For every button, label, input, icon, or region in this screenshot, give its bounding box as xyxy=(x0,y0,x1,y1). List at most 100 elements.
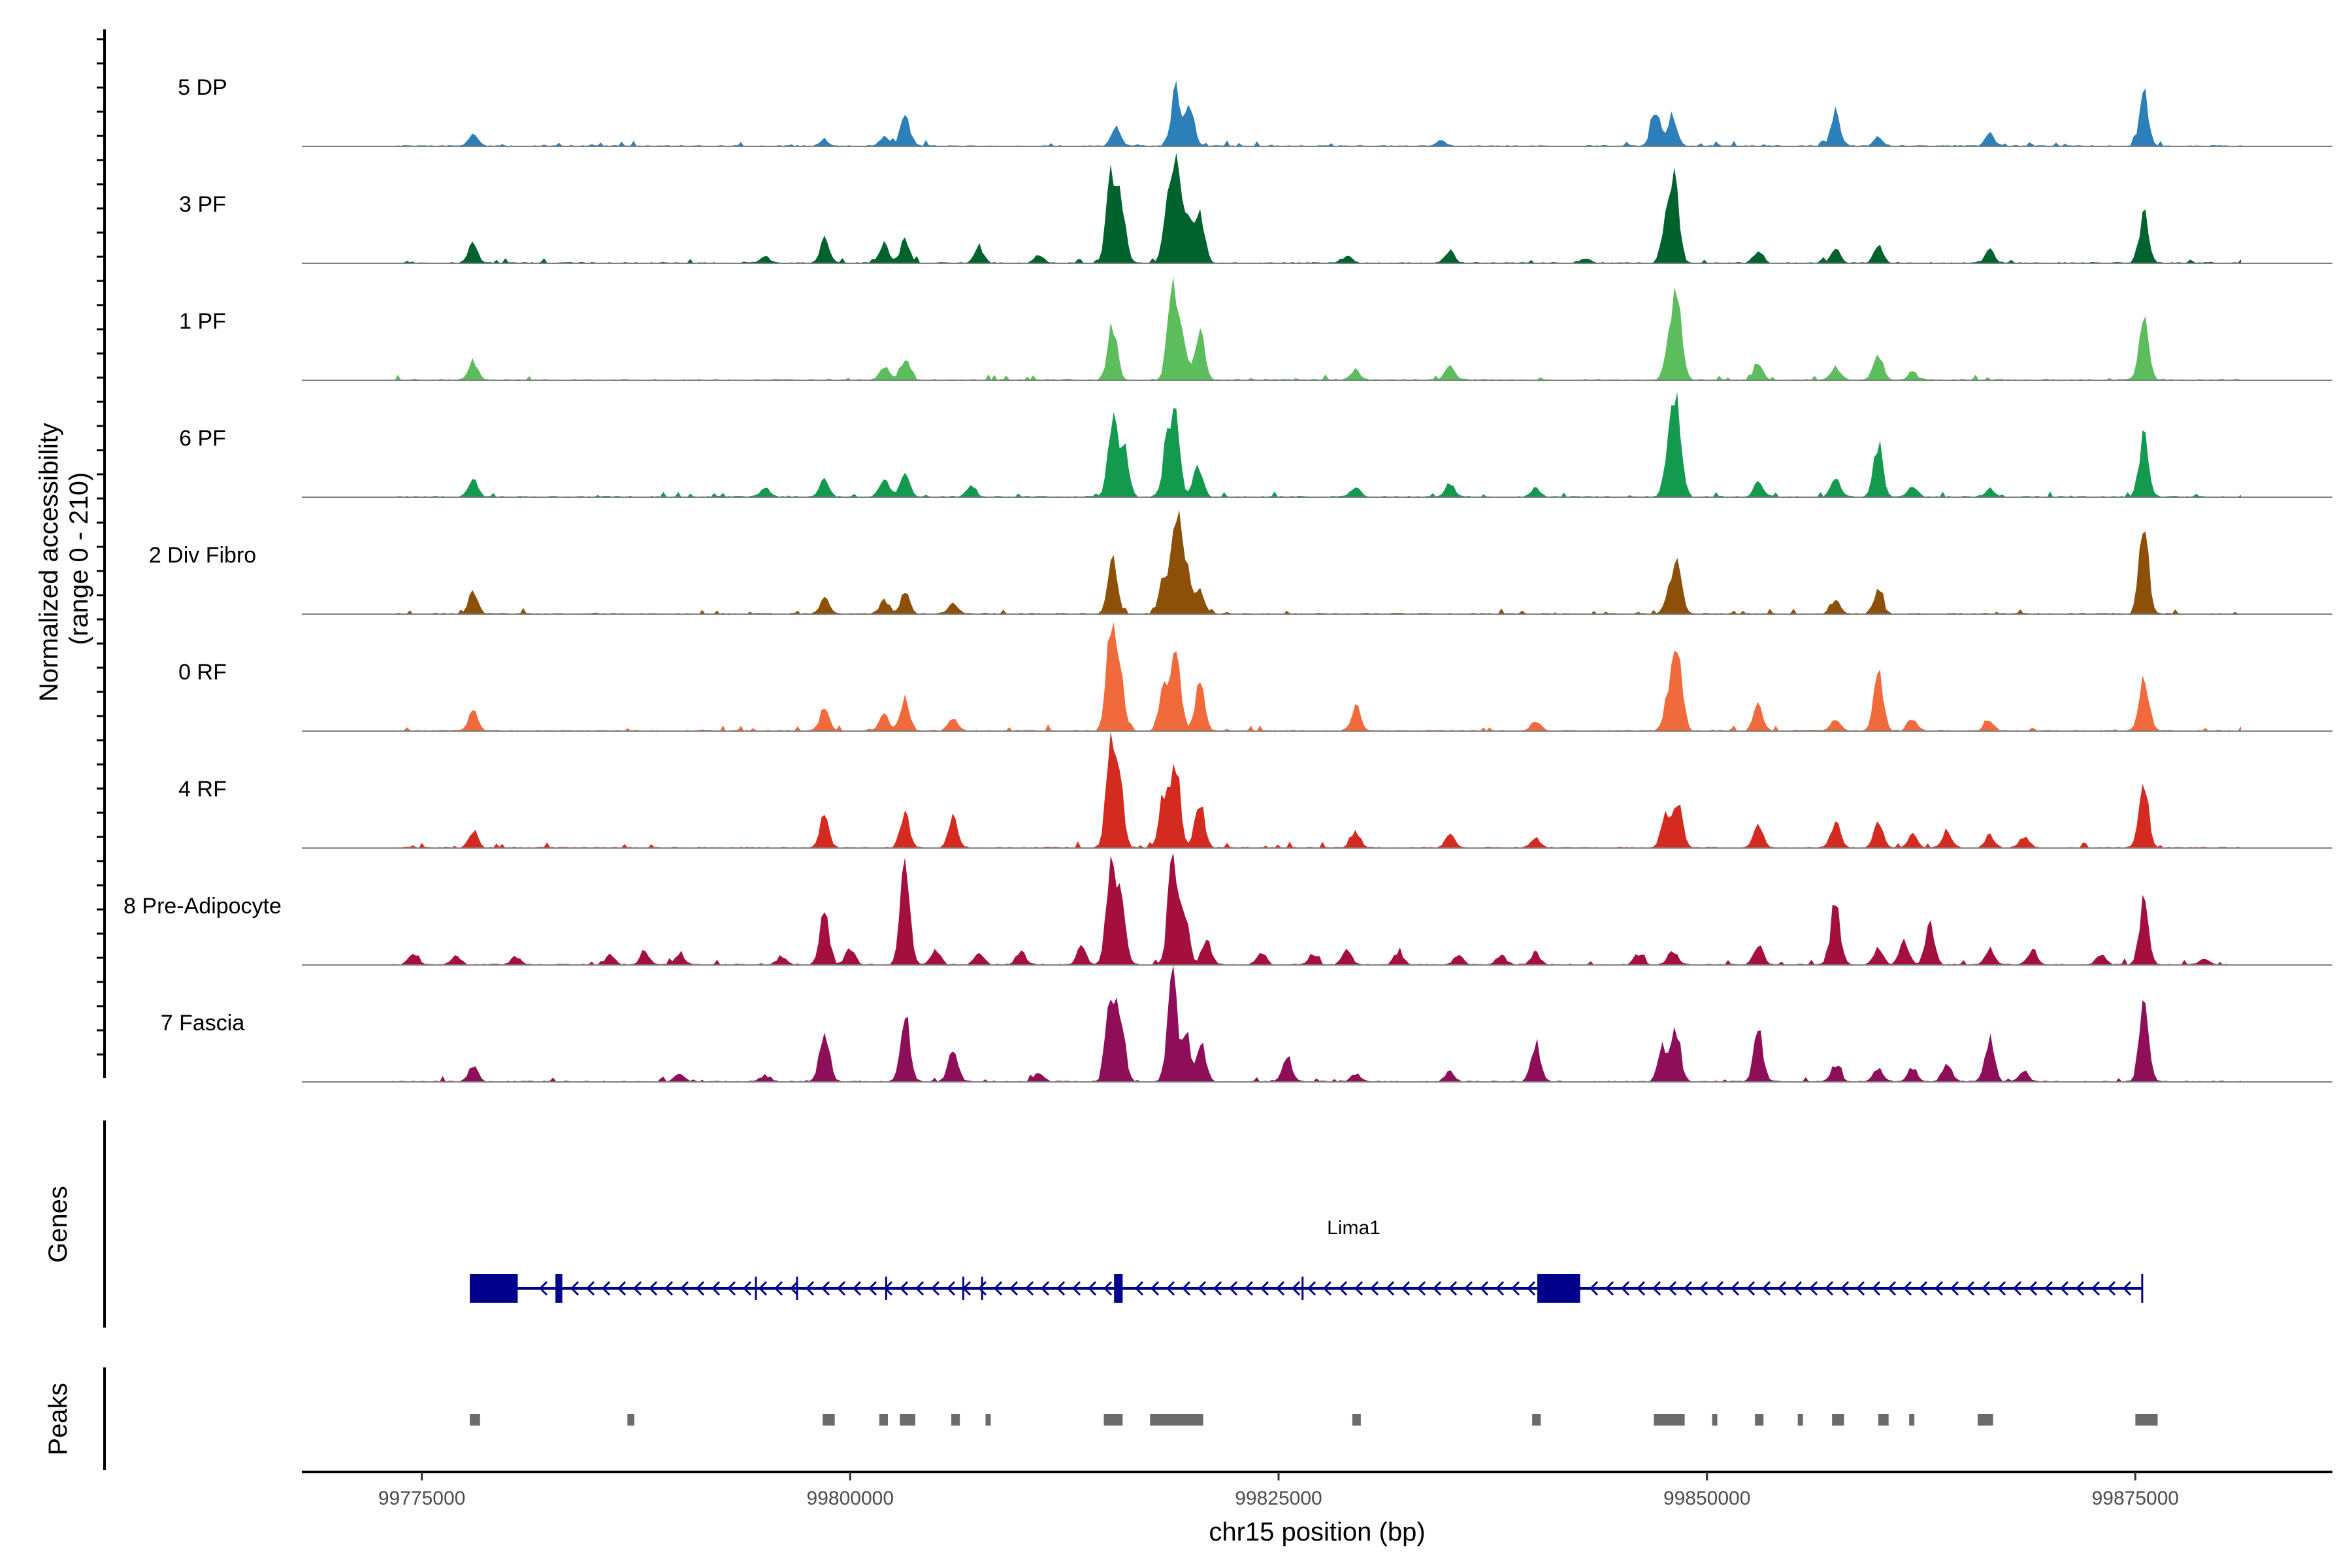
strand-arrow xyxy=(1056,1281,1066,1296)
strand-arrow xyxy=(1291,1281,1301,1296)
strand-arrow xyxy=(1965,1281,1975,1296)
peak-region xyxy=(985,1414,991,1426)
strand-arrow xyxy=(1009,1281,1019,1296)
strand-arrow xyxy=(1369,1281,1379,1296)
strand-arrow xyxy=(538,1281,548,1296)
gene-exon xyxy=(1537,1274,1580,1303)
strand-arrow xyxy=(1871,1281,1881,1296)
coverage-area-5 xyxy=(392,622,2241,731)
strand-arrow xyxy=(1197,1281,1207,1296)
track-label-2: 1 PF xyxy=(179,309,226,334)
track-labels: 5 DP 3 PF 1 PF 6 PF 2 Div Fibro 0 RF 4 RF 8 Pre… xyxy=(123,75,282,1036)
gene-exon xyxy=(1114,1274,1123,1303)
strand-arrow xyxy=(1307,1281,1316,1296)
strand-arrow xyxy=(1589,1281,1599,1296)
strand-arrow xyxy=(2075,1281,2085,1296)
strand-arrow xyxy=(585,1281,595,1296)
strand-arrow xyxy=(1479,1281,1489,1296)
coverage-area-8 xyxy=(392,965,2241,1082)
strand-arrow xyxy=(2028,1281,2038,1296)
strand-arrow xyxy=(1667,1281,1677,1296)
peak-region xyxy=(1352,1414,1361,1426)
peak-region xyxy=(1755,1414,1764,1426)
strand-arrow xyxy=(1934,1281,1944,1296)
x-axis-title: chr15 position (bp) xyxy=(1209,1518,1425,1546)
strand-arrow xyxy=(805,1281,815,1296)
strand-arrow xyxy=(1181,1281,1191,1296)
strand-arrow xyxy=(1652,1281,1661,1296)
x-tick-label: 99775000 xyxy=(378,1488,465,1509)
strand-arrow xyxy=(930,1281,940,1296)
coverage-area-1 xyxy=(392,152,2241,263)
track-label-6: 4 RF xyxy=(178,777,227,802)
strand-arrow xyxy=(617,1281,627,1296)
strand-arrow xyxy=(1385,1281,1395,1296)
track-label-4: 2 Div Fibro xyxy=(149,543,256,568)
track-label-8: 7 Fascia xyxy=(161,1011,245,1036)
strand-arrow xyxy=(1260,1281,1269,1296)
strand-arrow xyxy=(852,1281,862,1296)
strand-arrow xyxy=(1401,1281,1411,1296)
strand-arrow xyxy=(1322,1281,1332,1296)
peak-region xyxy=(2135,1414,2158,1426)
gene-track: Lima1 xyxy=(470,1217,2144,1303)
strand-arrow xyxy=(1213,1281,1222,1296)
peak-region xyxy=(470,1414,480,1426)
strand-arrow xyxy=(664,1281,674,1296)
strand-arrow xyxy=(1087,1281,1097,1296)
strand-arrow xyxy=(1338,1281,1348,1296)
strand-arrow xyxy=(1244,1281,1254,1296)
strand-arrow xyxy=(1024,1281,1034,1296)
strand-arrow xyxy=(1918,1281,1928,1296)
track-label-0: 5 DP xyxy=(178,75,227,100)
strand-arrow xyxy=(977,1281,987,1296)
coverage-area-3 xyxy=(392,392,2241,497)
strand-arrow xyxy=(695,1281,705,1296)
strand-arrow xyxy=(1793,1281,1803,1296)
strand-arrow xyxy=(1950,1281,1959,1296)
peak-track xyxy=(470,1414,2158,1426)
track-label-1: 3 PF xyxy=(179,192,226,217)
strand-arrow xyxy=(1903,1281,1912,1296)
strand-arrow xyxy=(993,1281,1003,1296)
strand-arrow xyxy=(789,1281,799,1296)
gene-exon xyxy=(555,1274,563,1303)
peak-region xyxy=(627,1414,634,1426)
coverage-area-0 xyxy=(392,80,2241,146)
strand-arrow xyxy=(2044,1281,2053,1296)
strand-arrow xyxy=(1620,1281,1630,1296)
strand-arrow xyxy=(648,1281,658,1296)
peak-region xyxy=(1103,1414,1123,1426)
strand-arrow xyxy=(1746,1281,1756,1296)
strand-arrow xyxy=(868,1281,877,1296)
strand-arrow xyxy=(1040,1281,1050,1296)
genes-panel-label: Genes xyxy=(44,1186,73,1263)
strand-arrow xyxy=(679,1281,689,1296)
strand-arrow xyxy=(1777,1281,1787,1296)
strand-arrow xyxy=(1511,1281,1520,1296)
strand-arrow xyxy=(1526,1281,1536,1296)
strand-arrow xyxy=(1855,1281,1865,1296)
peak-region xyxy=(823,1414,835,1426)
strand-arrow xyxy=(899,1281,909,1296)
peak-region xyxy=(1654,1414,1685,1426)
strand-arrow xyxy=(2091,1281,2100,1296)
strand-arrow xyxy=(1432,1281,1442,1296)
strand-arrow xyxy=(1887,1281,1897,1296)
strand-arrow xyxy=(1134,1281,1144,1296)
coverage-area-6 xyxy=(392,731,2241,848)
accessibility-tracks xyxy=(302,80,2332,1083)
peak-region xyxy=(1150,1414,1203,1426)
strand-arrow xyxy=(1808,1281,1818,1296)
track-label-7: 8 Pre-Adipocyte xyxy=(123,894,282,919)
strand-arrow xyxy=(742,1281,752,1296)
strand-arrow xyxy=(758,1281,768,1296)
strand-arrow xyxy=(1166,1281,1175,1296)
strand-arrow xyxy=(1354,1281,1364,1296)
peak-region xyxy=(879,1414,888,1426)
track-label-5: 0 RF xyxy=(178,660,227,685)
peak-region xyxy=(951,1414,960,1426)
strand-arrow xyxy=(1981,1281,1991,1296)
strand-arrow xyxy=(1714,1281,1724,1296)
